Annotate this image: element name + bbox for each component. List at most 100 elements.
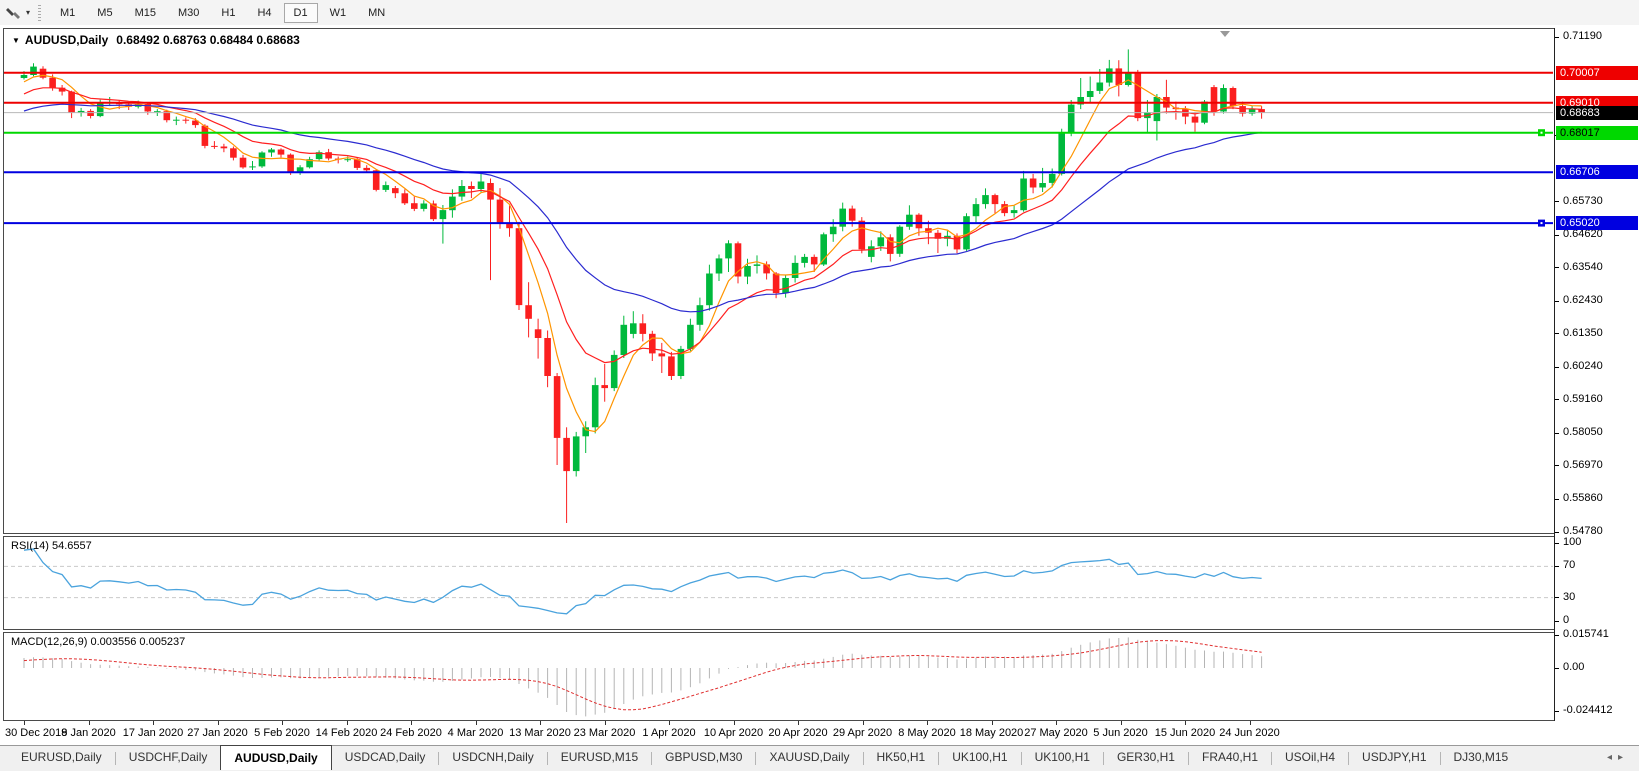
rsi-tick-label: 100	[1563, 536, 1582, 548]
tab-dj30-m15[interactable]: DJ30,M15	[1453, 750, 1509, 764]
macd-tick-label: -0.024412	[1563, 704, 1613, 716]
tab-separator	[1271, 752, 1273, 765]
timeframe-button-d1[interactable]: D1	[283, 2, 318, 23]
rsi-label: RSI(14) 54.6557	[11, 540, 92, 552]
dropdown-caret-icon[interactable]: ▾	[26, 8, 31, 17]
timeframe-button-h4[interactable]: H4	[257, 6, 272, 19]
tab-eurusd-daily[interactable]: EURUSD,Daily	[21, 750, 102, 764]
date-tick-mark	[798, 721, 799, 725]
macd-pane-svg	[23, 637, 1263, 717]
date-tick-label: 27 Jan 2020	[187, 727, 248, 739]
toolbar-grip[interactable]	[38, 4, 42, 21]
rsi-tick-label: 70	[1563, 559, 1576, 572]
date-tick-mark	[1120, 721, 1122, 725]
price-tick-mark	[1555, 366, 1559, 368]
chart-shift-marker	[1220, 31, 1230, 37]
rsi-pane[interactable]: RSI(14) 54.6557	[3, 536, 1555, 630]
tab-separator	[114, 752, 116, 765]
price-tick-mark	[1555, 498, 1559, 500]
tab-uk100-h1[interactable]: UK100,H1	[952, 750, 1008, 764]
date-tick-label: 5 Feb 2020	[254, 727, 310, 739]
date-tick-label: 24 Jun 2020	[1219, 727, 1280, 739]
timeframe-button-m1[interactable]: M1	[60, 6, 76, 19]
price-tick-mark	[1555, 333, 1559, 335]
chart-title-symbol: AUDUSD,Daily	[24, 33, 109, 47]
timeframe-toolbar: M1 M5 M15 M30 H1 H4 D1 W1 MN	[49, 2, 396, 23]
tab-usoil-h4[interactable]: USOil,H4	[1285, 750, 1336, 764]
macd-tick-label: 0.00	[1563, 661, 1585, 673]
date-tick-label: 5 Jun 2020	[1093, 727, 1148, 739]
price-tick-label: 0.65730	[1563, 194, 1603, 207]
timeframe-button-h1[interactable]: H1	[221, 6, 236, 19]
tab-usdjpy-h1[interactable]: USDJPY,H1	[1362, 750, 1427, 764]
date-tick-label: 14 Feb 2020	[315, 727, 378, 739]
tab-eurusd-m15[interactable]: EURUSD,M15	[560, 750, 639, 764]
tab-separator	[1020, 752, 1022, 765]
timeframe-button-m30[interactable]: M30	[177, 6, 200, 19]
tab-scroll-arrows: ◂▸	[1607, 752, 1629, 763]
date-tick-mark	[1056, 721, 1057, 725]
tab-usdcnh-daily[interactable]: USDCNH,Daily	[452, 750, 534, 764]
date-tick-mark	[862, 721, 864, 725]
chart-pointer-icon[interactable]	[6, 5, 24, 21]
chart-title-ohlc: 0.68492 0.68763 0.68484 0.68683	[116, 33, 300, 47]
tab-usdcad-daily[interactable]: USDCAD,Daily	[344, 750, 426, 764]
price-tick-mark	[1555, 432, 1559, 434]
tab-separator	[1348, 752, 1350, 765]
macd-tick-mark	[1555, 667, 1559, 669]
macd-pane[interactable]: MACD(12,26,9) 0.003556 0.005237	[3, 632, 1555, 721]
price-pane[interactable]: ▼ AUDUSD,Daily 0.68492 0.68763 0.68484 0.6…	[3, 28, 1555, 534]
tab-gbpusd-m30[interactable]: GBPUSD,M30	[665, 750, 743, 764]
price-axis[interactable]: 0.711900.679200.657300.646200.635400.624…	[1554, 28, 1639, 721]
tab-separator	[938, 752, 940, 765]
rsi-tick-label: 30	[1563, 590, 1576, 603]
price-tick-label: 0.54780	[1563, 525, 1603, 537]
macd-tick-mark	[1555, 634, 1559, 636]
price-badge: 0.65020	[1556, 216, 1638, 231]
date-tick-mark	[604, 721, 606, 725]
price-tick-label: 0.59160	[1563, 392, 1603, 405]
price-tick-label: 0.64620	[1563, 228, 1603, 241]
macd-tick-label: 0.015741	[1563, 628, 1609, 641]
tab-audusd-daily[interactable]: AUDUSD,Daily	[220, 745, 332, 770]
date-tick-label: 27 May 2020	[1024, 727, 1088, 739]
timeframe-button-w1[interactable]: W1	[329, 6, 347, 19]
tab-xauusd-daily[interactable]: XAUUSD,Daily	[769, 750, 850, 764]
price-tick-mark	[1555, 267, 1559, 269]
macd-tick-mark	[1555, 710, 1559, 712]
date-tick-mark	[927, 721, 928, 725]
price-tick-mark	[1555, 399, 1559, 401]
price-tick-label: 0.63540	[1563, 260, 1603, 273]
timeframe-button-m15[interactable]: M15	[134, 6, 156, 19]
timeframe-button-mn[interactable]: MN	[368, 6, 386, 19]
tab-separator	[862, 752, 864, 765]
chart-tab-bar: EURUSD,Daily USDCHF,Daily AUDUSD,Daily USDC…	[0, 745, 1639, 771]
rsi-pane-svg	[4, 548, 1553, 615]
rsi-tick-mark	[1555, 620, 1559, 622]
date-tick-label: 10 Apr 2020	[703, 727, 764, 739]
tab-scroll-left-icon[interactable]: ◂	[1606, 752, 1618, 763]
tab-fra40-h1[interactable]: FRA40,H1	[1201, 750, 1259, 764]
chart-window: ▼ AUDUSD,Daily 0.68492 0.68763 0.68484 0.6…	[0, 25, 1639, 745]
tab-separator	[546, 752, 548, 765]
tab-hk50-h1[interactable]: HK50,H1	[876, 750, 926, 764]
tab-bar-spacer	[0, 746, 8, 771]
date-tick-label: 30 Dec 2019	[5, 727, 68, 739]
rsi-tick-mark	[1555, 597, 1559, 599]
price-badge: 0.68683	[1556, 105, 1638, 120]
timeframe-button-m5[interactable]: M5	[97, 6, 113, 19]
price-badge: 0.70007	[1556, 65, 1638, 80]
tab-uk100-h1-2[interactable]: UK100,H1	[1034, 750, 1090, 764]
collapse-arrow-icon[interactable]: ▼	[12, 36, 20, 45]
date-axis[interactable]: 30 Dec 2019 8 Jan 2020 17 Jan 2020 27 Jan 2…	[3, 721, 1554, 745]
date-tick-label: 1 Apr 2020	[642, 727, 696, 739]
price-badge: 0.68017	[1556, 125, 1638, 140]
date-tick-label: 18 May 2020	[959, 727, 1024, 739]
date-tick-label: 15 Jun 2020	[1154, 727, 1216, 739]
rsi-tick-label: 0	[1563, 614, 1570, 626]
toolbar: ▾ M1 M5 M15 M30 H1 H4 D1 W1 MN	[0, 0, 1639, 26]
tab-scroll-right-icon[interactable]: ▸	[1617, 752, 1629, 763]
tab-ger30-h1[interactable]: GER30,H1	[1116, 750, 1175, 764]
tab-usdchf-daily[interactable]: USDCHF,Daily	[128, 750, 208, 764]
date-tick-mark	[475, 721, 477, 725]
